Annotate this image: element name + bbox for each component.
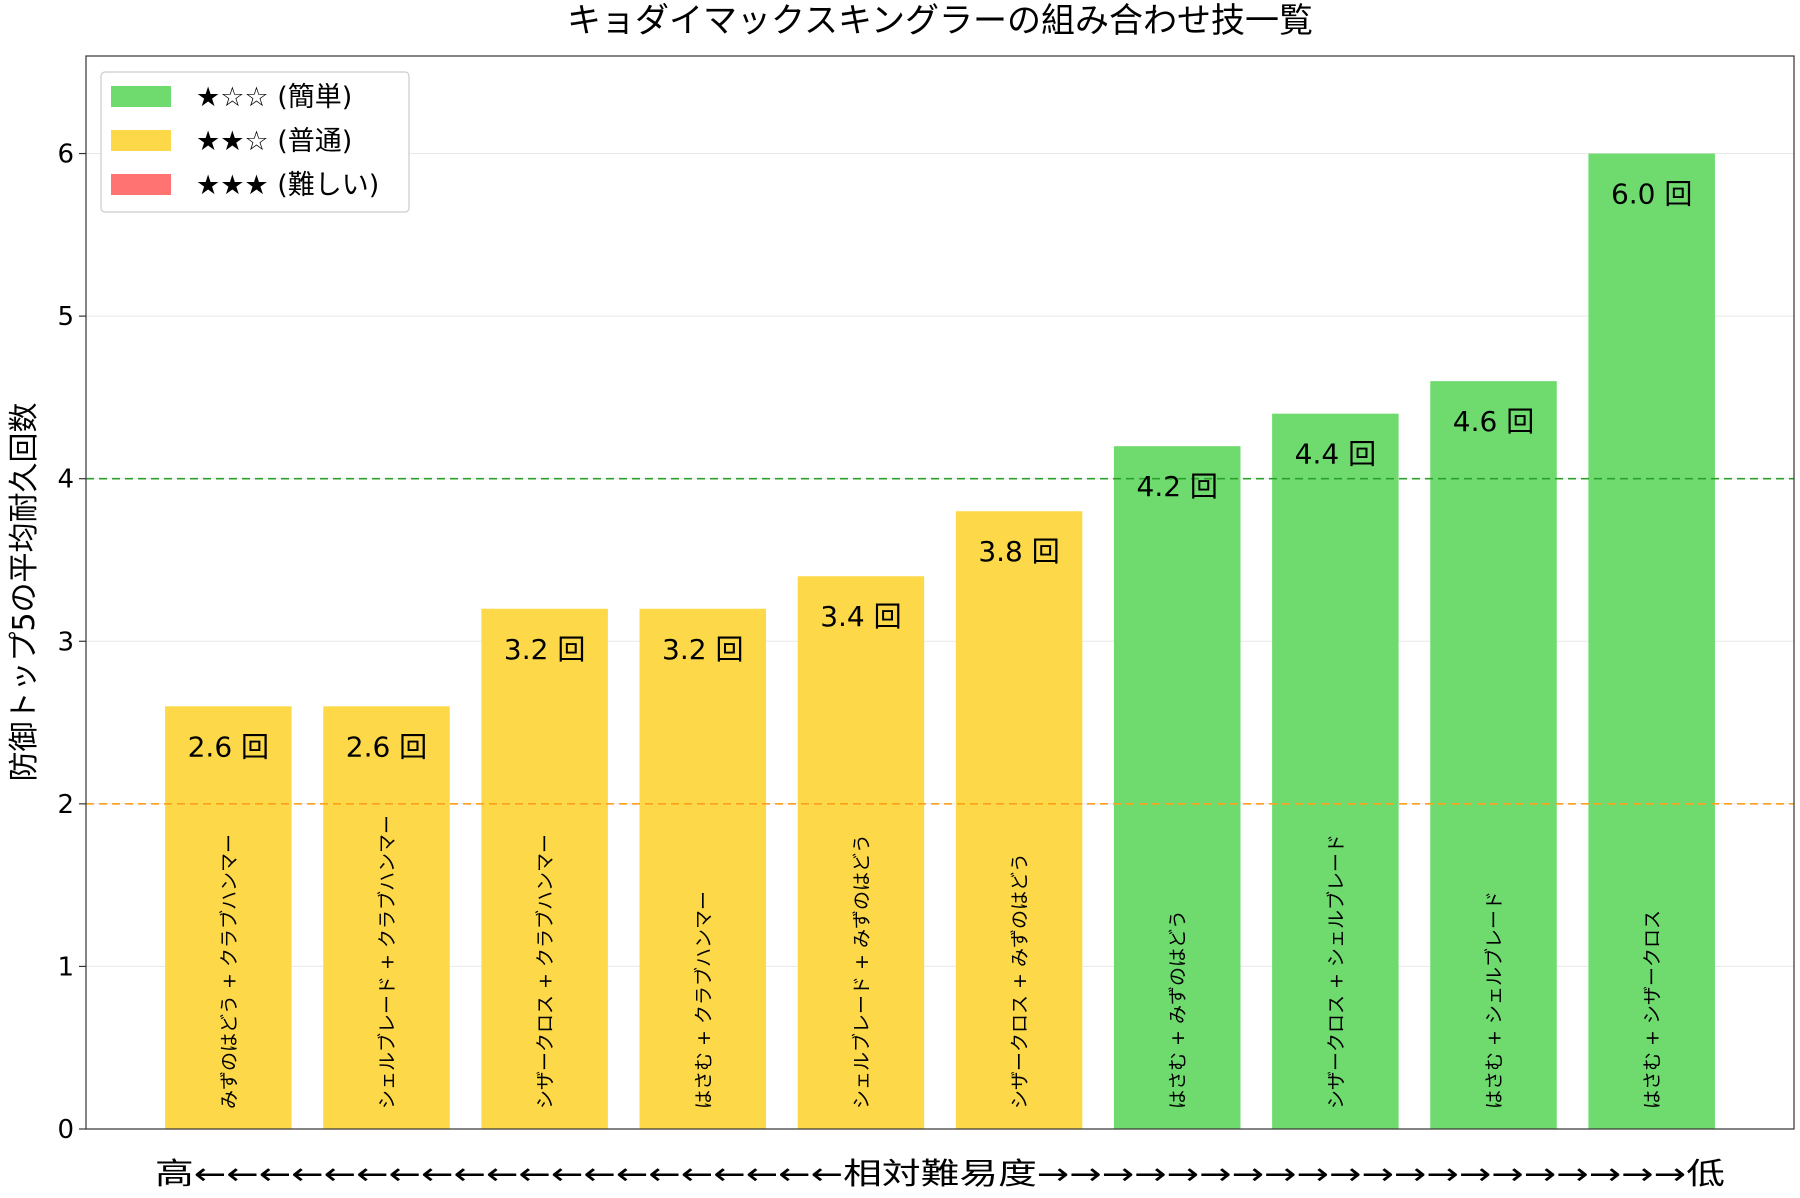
bar-category-label: はさむ + シェルブレード	[1483, 891, 1506, 1109]
reference-lines	[86, 477, 1794, 805]
legend-label: ★★★ (難しい)	[196, 170, 379, 201]
y-tick-label: 5	[57, 302, 74, 332]
y-tick-label: 0	[57, 1115, 74, 1145]
bar-category-label: シェルブレード + みずのはどう	[850, 834, 873, 1109]
x-axis-label: 高←←←←←←←←←←←←←←←←←←←←相対難易度→→→→→→→→→→→→→→…	[155, 1157, 1725, 1192]
bar-category-label: シザークロス + みずのはどう	[1009, 853, 1031, 1109]
bar-category-label: みずのはどう + クラブハンマー	[217, 834, 240, 1109]
bar-category-label: シザークロス + クラブハンマー	[534, 834, 557, 1109]
value-label: 6.0 回	[1611, 178, 1692, 211]
legend-swatch	[111, 86, 171, 107]
bar-category-label: はさむ + シザークロス	[1642, 910, 1664, 1109]
y-tick-label: 1	[57, 952, 74, 982]
plot-frame	[85, 55, 1795, 1130]
bar	[955, 511, 1083, 1129]
legend-swatch	[111, 130, 171, 151]
legend: ★☆☆ (簡単) ★★☆ (普通) ★★★ (難しい)	[100, 71, 410, 213]
legend-swatch	[111, 174, 171, 195]
bar	[1113, 446, 1241, 1129]
value-label: 3.2 回	[504, 633, 585, 666]
value-label: 3.8 回	[978, 535, 1059, 568]
bars	[165, 153, 1715, 1130]
value-label: 4.4 回	[1295, 438, 1376, 471]
y-tick-label: 4	[57, 465, 74, 495]
bar-category-label: シザークロス + シェルブレード	[1324, 834, 1347, 1109]
value-label: 4.2 回	[1137, 470, 1218, 503]
value-label: 3.2 回	[662, 633, 743, 666]
bar	[797, 576, 925, 1129]
bar-category-label: はさむ + クラブハンマー	[692, 891, 715, 1109]
bar	[481, 608, 608, 1129]
chart-title: キョダイマックスキングラーの組み合わせ技一覧	[567, 1, 1313, 41]
y-axis-label: 防御トップ5の平均耐久回数	[7, 402, 42, 781]
legend-box	[100, 71, 410, 213]
bar	[639, 608, 767, 1129]
bar	[165, 706, 292, 1129]
value-label: 4.6 回	[1453, 405, 1534, 438]
bar-category-label: シェルブレード + クラブハンマー	[375, 815, 398, 1109]
bar	[323, 706, 450, 1129]
legend-label: ★★☆ (普通)	[196, 126, 352, 157]
bar-category-label: はさむ + みずのはどう	[1167, 910, 1189, 1109]
bar	[1272, 413, 1399, 1130]
value-label: 2.6 回	[346, 730, 427, 763]
bar	[1588, 153, 1715, 1129]
y-tick-label: 3	[57, 627, 74, 657]
y-tick-label: 6	[57, 140, 74, 170]
value-label: 2.6 回	[188, 730, 269, 763]
y-axis: 0 1 2 3 4 5 6	[57, 140, 86, 1145]
value-label: 3.4 回	[820, 600, 901, 633]
legend-label: ★☆☆ (簡単)	[196, 82, 352, 113]
y-tick-label: 2	[57, 790, 74, 820]
bar	[1430, 381, 1557, 1130]
